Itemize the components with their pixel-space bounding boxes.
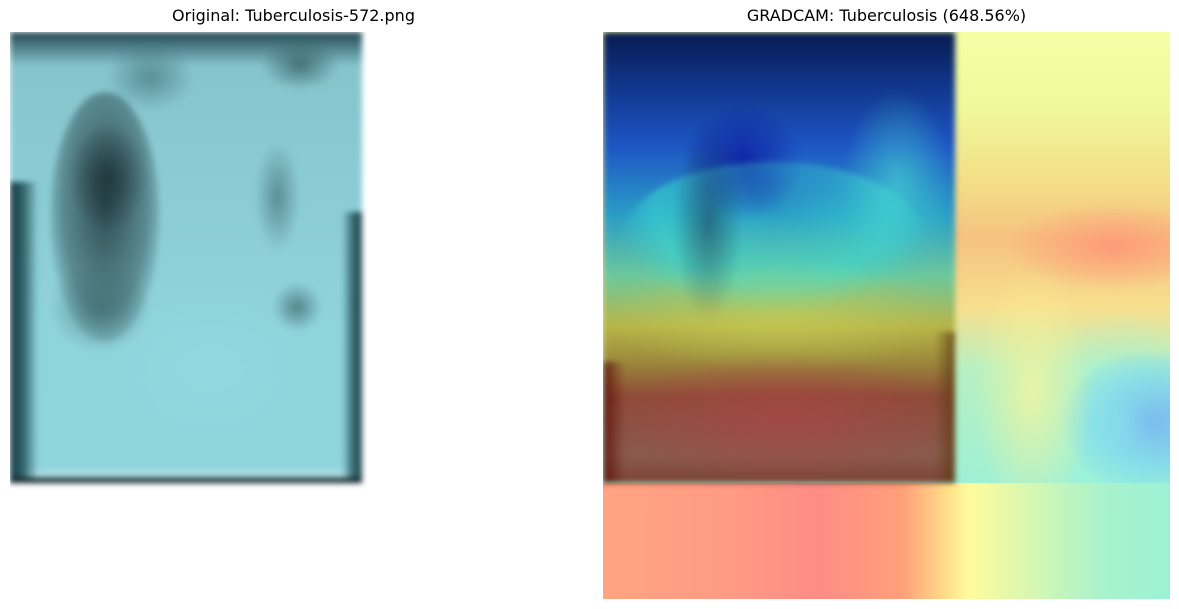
gradcam-image-title: GRADCAM: Tuberculosis (648.56%) <box>746 6 1027 25</box>
original-image-title: Original: Tuberculosis-572.png <box>172 6 415 25</box>
gradcam-heatmap-image <box>603 32 1170 599</box>
heatmap-bottom-band <box>603 483 1170 599</box>
original-xray-image <box>10 32 577 599</box>
xray-picture <box>10 32 362 483</box>
heatmap-overlay-xray <box>603 32 955 483</box>
